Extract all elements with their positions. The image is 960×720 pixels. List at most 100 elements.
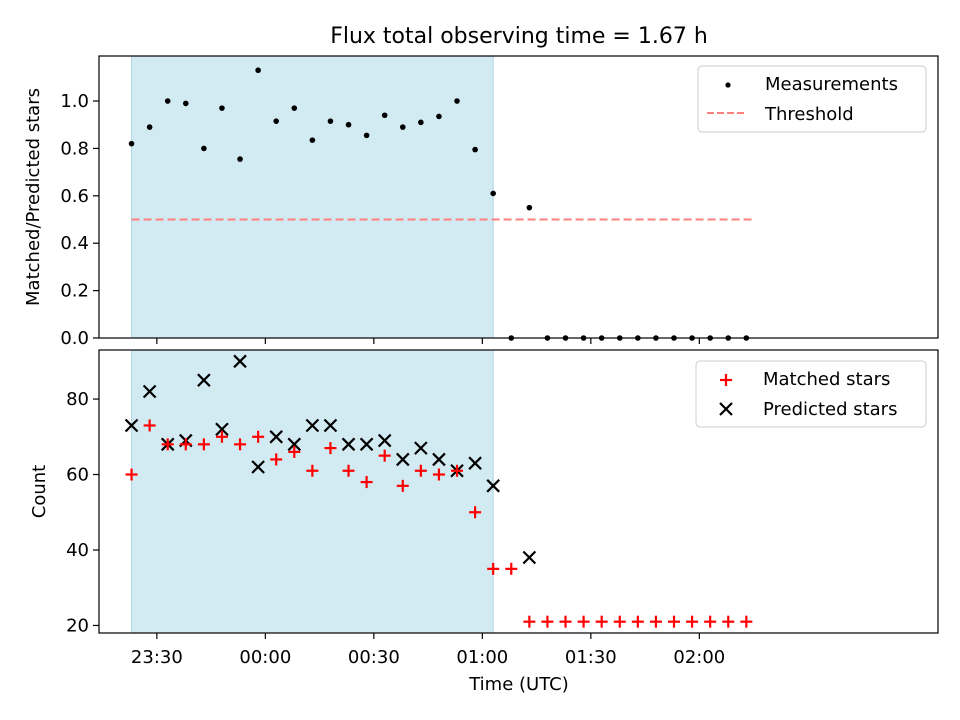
measurement-point [128,140,135,147]
matched-point [179,438,192,451]
legend-measurement-marker [725,82,731,88]
matched-point [740,615,753,628]
bottom-legend: Matched stars Predicted stars [695,360,927,428]
predicted-point [269,430,283,444]
matched-point [342,464,355,477]
y-tick-label: 80 [66,389,89,410]
matched-point [523,615,536,628]
predicted-point [341,437,356,452]
measurement-point [381,112,388,119]
predicted-point [197,373,211,387]
matched-point [252,430,265,443]
measurement-point [327,118,334,124]
top-axes: 0.0 0.2 0.4 0.6 0.8 1.0 Matched/Predicted sta… [23,55,939,349]
matched-point [505,562,518,575]
predicted-point [468,456,482,470]
matched-point [324,442,337,455]
predicted-point [142,384,157,399]
measurement-point [273,118,280,124]
predicted-point [215,422,229,437]
matched-point [125,468,138,481]
matched-stars-series [125,419,753,628]
predicted-point [377,433,392,448]
bottom-observing-span [131,349,494,634]
matched-point [414,464,427,477]
x-tick-label: 02:00 [673,647,725,668]
legend-matched-marker [720,374,732,386]
y-tick-label: 0.6 [60,186,89,207]
matched-point [595,615,608,628]
legend-predicted-marker [719,402,733,416]
top-y-axis-label: Matched/Predicted stars [23,88,44,306]
matched-point [378,449,391,462]
legend-matched-label: Matched stars [763,369,890,390]
y-tick-label: 0.4 [60,233,89,254]
bottom-y-axis-label: Count [29,465,50,518]
bottom-axes-frame [98,349,939,634]
measurement-point [201,145,207,152]
matched-point [360,476,373,489]
y-tick-label: 20 [66,615,89,636]
x-tick-label: 00:00 [239,647,291,668]
predicted-point [432,452,446,467]
matched-point [396,479,409,492]
top-observing-span [131,55,494,339]
legend-predicted-label: Predicted stars [763,399,897,420]
bottom-y-ticks: 20 40 60 80 [66,389,99,636]
measurement-point [490,190,496,197]
matched-point [613,615,626,628]
measurement-point [436,113,442,120]
top-axes-frame [98,55,939,339]
measurement-point [309,137,316,143]
measurement-point [291,105,298,111]
measurement-point [345,121,352,128]
measurement-point [219,105,225,111]
legend-threshold-label: Threshold [764,104,854,125]
predicted-point [287,437,302,452]
y-tick-label: 0.0 [60,328,89,349]
measurement-point [526,204,533,211]
predicted-point [359,437,374,452]
predicted-point [233,354,247,369]
top-y-ticks: 0.0 0.2 0.4 0.6 0.8 1.0 [60,91,99,349]
matched-point [197,438,210,451]
bottom-legend-box [695,360,927,428]
predicted-point [414,441,428,455]
measurements-series [128,67,750,341]
measurement-point [164,98,171,104]
x-tick-label: 23:30 [131,647,183,668]
y-tick-label: 0.2 [60,281,89,302]
matched-point [234,438,247,451]
y-tick-label: 60 [66,465,89,486]
predicted-point [486,479,500,493]
predicted-point [522,550,537,565]
matched-point [469,506,482,519]
matched-point [451,464,464,477]
matched-point [668,615,681,628]
matched-point [704,615,717,628]
matched-point [686,615,699,628]
measurement-point [363,132,370,139]
measurement-point [237,156,243,162]
matched-point [577,615,590,628]
matched-point [541,615,554,628]
matched-point [559,615,572,628]
top-legend: Measurements Threshold [697,65,927,133]
x-tick-label: 01:00 [456,647,508,668]
measurement-point [255,67,261,74]
x-axis-label: Time (UTC) [468,674,569,695]
matched-point [143,419,156,432]
measurement-point [472,146,478,153]
measurement-point [182,100,189,107]
measurement-point [399,124,406,130]
matched-point [432,468,445,481]
y-tick-label: 1.0 [60,91,89,112]
matched-point [288,445,301,458]
predicted-point [124,418,139,433]
matched-point [215,430,228,443]
measurement-point [418,119,424,126]
top-legend-box [697,65,927,133]
chart-title: Flux total observing time = 1.67 h [330,24,708,49]
